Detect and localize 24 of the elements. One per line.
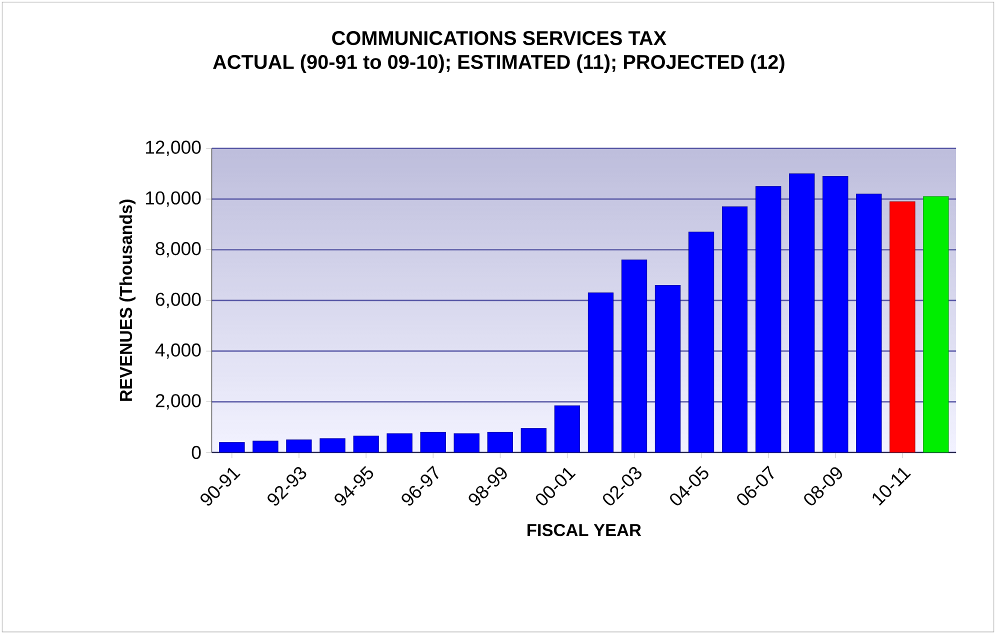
y-tick-label: 10,000 [146,191,201,207]
bar [386,433,412,452]
chart-subtitle: ACTUAL (90-91 to 09-10); ESTIMATED (11); PROJECTED (12) [213,54,784,73]
bar [789,173,815,452]
bar [219,442,245,452]
bar [454,433,480,452]
bar [487,432,513,452]
chart-title: COMMUNICATIONS SERVICES TAX [332,31,666,46]
bar [890,201,916,452]
bar [856,194,882,452]
bar [420,432,446,452]
y-axis-title: REVENUES (Thousands) [119,200,136,401]
bar [252,440,278,452]
bar [923,196,949,452]
y-tick-label: 0 [192,446,201,460]
bar [588,292,614,452]
y-tick-label: 6,000 [156,292,201,308]
y-tick-label: 4,000 [155,343,201,359]
bar [621,260,648,452]
bar [822,176,848,452]
y-tick-label: 8,000 [156,242,201,258]
x-axis-title: FISCAL YEAR [528,524,642,536]
y-tick-label: 12,000 [146,140,201,156]
y-tick-label: 2,000 [156,394,201,410]
